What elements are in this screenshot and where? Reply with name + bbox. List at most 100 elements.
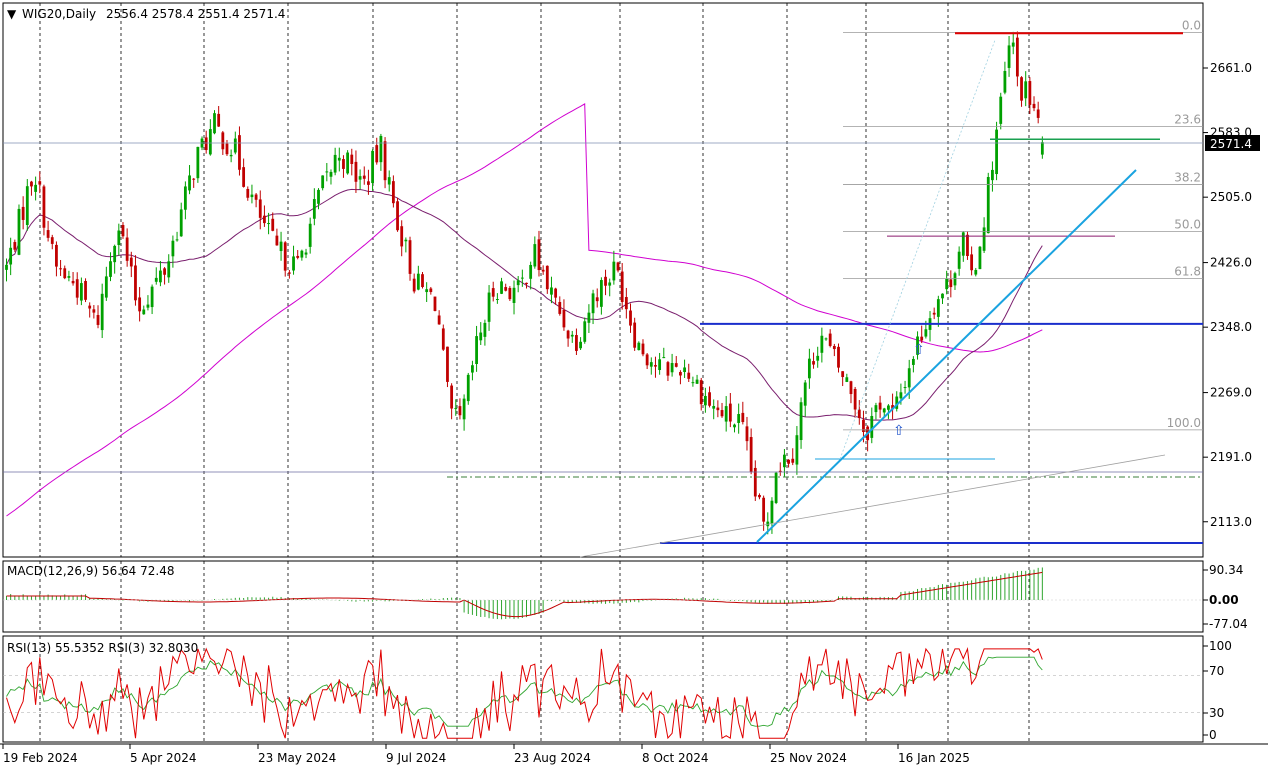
candle-bull [670,363,674,373]
candle-bear [558,301,562,314]
last-price-label: 2571.4 [1210,137,1252,151]
candle-bull [916,336,919,355]
candle-bull [5,264,8,270]
candle-bull [695,379,699,384]
candle-bear [30,181,33,187]
rsi-title: RSI(13) 55.5352 RSI(3) 32.8030 [7,641,198,655]
candle-bear [42,186,46,228]
candle-bull [321,175,325,189]
candle-bull [34,184,38,192]
rsi-axis-label: 30 [1209,706,1224,720]
sma-long-line [6,103,1043,517]
candle-bear [762,497,766,522]
candle-bull [466,374,470,402]
sma-short-line [6,188,1043,421]
rsi-axis-label: 70 [1209,664,1224,678]
candle-bear [242,167,246,187]
candle-bear [949,279,953,288]
candle-bull [874,405,878,413]
candle-bull [325,171,329,173]
candle-bull [961,232,965,256]
candle-bear [812,361,815,365]
candle-bull [471,365,474,373]
candle-bear [46,230,50,238]
candle-bull [795,435,799,465]
candle-bear [296,255,300,258]
candle-bull [329,171,333,177]
candle-bear [1036,109,1040,118]
candle-bear [362,175,366,179]
candle-bear [192,178,196,180]
candle-bull [995,129,998,175]
candle-bull [570,334,574,337]
candle-bull [1003,70,1007,93]
candle-bull [591,293,595,314]
time-axis-label: 19 Feb 2024 [3,751,78,765]
candle-bull [783,454,786,468]
fib-level-label: 100.0 [1167,416,1201,430]
candle-bull [662,357,666,359]
candle-bear [429,288,433,293]
candle-bear [350,154,354,165]
candle-bear [163,268,166,275]
candle-bull [67,276,71,278]
candle-bear [791,458,795,463]
candle-bear [629,310,632,326]
fib-level-label: 61.8 [1174,264,1201,278]
time-axis-label: 5 Apr 2024 [130,751,197,765]
candle-bear [287,272,291,274]
candle-bull [292,256,295,271]
candle-bull [999,96,1003,124]
candle-bull [479,332,483,341]
rsi3-line [6,646,1043,740]
candle-bear [254,194,258,200]
candle-bull [171,240,175,257]
rsi-axis-label: 0 [1209,728,1217,742]
candle-bull [803,382,807,406]
candle-bull [213,113,216,134]
candle-bear [849,381,853,395]
candle-bull [300,250,304,258]
candle-bull [733,424,736,428]
candle-bull [895,396,899,409]
candle-bull [882,408,886,413]
chart-title: WIG20,Daily [22,7,96,21]
candle-bull [903,387,907,389]
price-axis-label: 2426.0 [1210,256,1252,270]
candle-bull [475,336,478,365]
up-arrow-icon: ⇧ [913,342,925,358]
price-axis-label: 2348.0 [1210,320,1252,334]
candle-bull [957,251,961,269]
candle-bull [816,355,820,361]
candle-bull [583,321,587,342]
candle-bear [641,343,645,355]
candle-bear [437,315,441,325]
candle-bull [495,298,499,300]
macd-axis-label: 90.34 [1209,563,1243,577]
candle-bull [770,500,774,524]
candle-bull [691,382,695,384]
macd-title: MACD(12,26,9) 56.64 72.48 [7,564,174,578]
candle-bear [421,274,424,288]
candle-bear [75,279,79,298]
candle-bear [71,280,75,284]
candle-bull [512,287,516,303]
candle-bear [708,392,711,406]
candle-bear [283,242,287,271]
rsi-panel [2,635,1204,743]
candle-bear [832,345,836,350]
candle-bear [595,297,599,302]
candle-bear [620,271,624,302]
candle-bear [857,409,861,419]
candle-bear [96,315,100,325]
candle-bull [799,402,803,441]
candle-bull [167,261,171,278]
candle-bull [587,312,591,323]
candle-bear [354,161,358,182]
candle-bear [575,335,578,351]
candle-bull [387,177,391,185]
candle-bull [183,186,187,210]
candle-bear [508,287,512,300]
